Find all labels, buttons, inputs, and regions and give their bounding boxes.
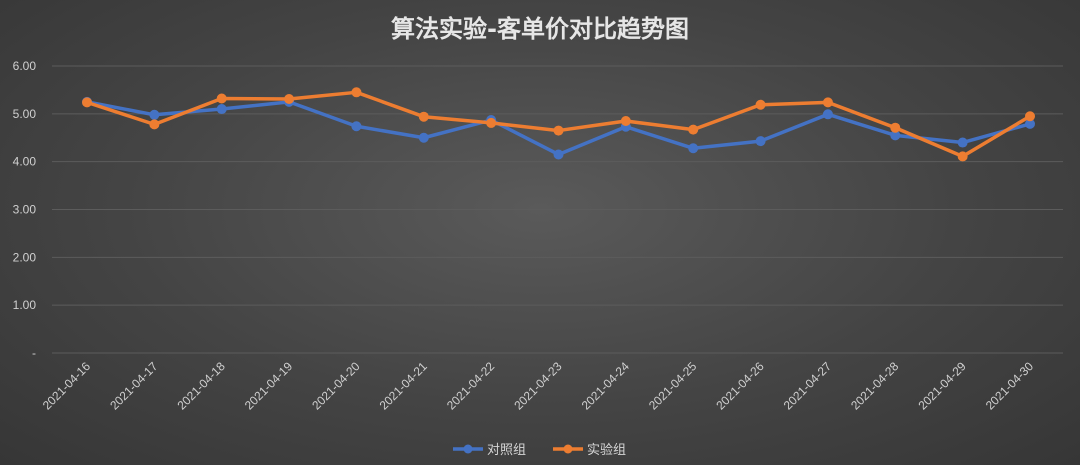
series-2 (82, 87, 1035, 162)
x-axis-ticks: 2021-04-16 2021-04-17 2021-04-18 2021-04-19… (40, 359, 1037, 413)
x-tick-label: 2021-04-21 (377, 359, 431, 413)
y-tick-label: 1.00 (13, 298, 37, 312)
x-tick-label: 2021-04-30 (983, 359, 1037, 413)
x-tick-label: 2021-04-19 (242, 359, 296, 413)
legend-marker (463, 444, 473, 454)
data-point (822, 109, 833, 120)
legend-label: 对照组 (487, 443, 526, 458)
data-point (1025, 111, 1035, 122)
x-tick-label: 2021-04-26 (713, 359, 767, 413)
x-tick-label: 2021-04-27 (781, 359, 835, 413)
data-point (418, 132, 429, 143)
x-tick-label: 2021-04-28 (848, 359, 902, 413)
y-tick-label: 4.00 (13, 155, 37, 169)
y-tick-label: 2.00 (13, 250, 37, 264)
data-point (149, 119, 160, 130)
series-layer (82, 87, 1035, 162)
data-point (553, 125, 564, 136)
x-tick-label: 2021-04-25 (646, 359, 700, 413)
legend: 对照组 实验组 (453, 442, 626, 458)
y-tick-label: 5.00 (13, 107, 37, 121)
legend-label: 实验组 (587, 442, 626, 458)
x-tick-label: 2021-04-17 (107, 359, 161, 413)
chart-title: 算法实验-客单价对比趋势图 (391, 15, 689, 43)
data-point (351, 87, 362, 98)
data-point (957, 151, 968, 162)
data-point (620, 116, 631, 127)
data-point (822, 97, 833, 108)
x-tick-label: 2021-04-20 (309, 359, 363, 413)
data-point (688, 143, 699, 154)
legend-item: 对照组 (453, 443, 526, 458)
data-point (553, 149, 564, 160)
data-point (486, 117, 497, 128)
y-tick-label: - (32, 346, 36, 360)
x-tick-label: 2021-04-18 (175, 359, 229, 413)
data-point (82, 97, 92, 108)
data-point (755, 136, 766, 147)
y-axis-ticks: - 1.00 2.00 3.00 4.00 5.00 6.00 (13, 59, 37, 360)
x-tick-label: 2021-04-24 (579, 359, 633, 413)
x-tick-label: 2021-04-23 (511, 359, 565, 413)
data-point (351, 121, 362, 132)
legend-marker (563, 444, 573, 454)
legend-item: 实验组 (553, 442, 626, 458)
data-point (890, 130, 901, 141)
data-point (1025, 118, 1035, 129)
x-tick-label: 2021-04-22 (444, 359, 498, 413)
data-point (149, 109, 160, 120)
y-tick-label: 6.00 (13, 59, 37, 73)
data-point (418, 111, 429, 122)
x-tick-label: 2021-04-16 (40, 359, 94, 413)
y-tick-label: 3.00 (13, 203, 37, 217)
data-point (890, 122, 901, 133)
data-point (284, 94, 295, 105)
data-point (957, 137, 968, 148)
series-line (85, 90, 1032, 159)
x-tick-label: 2021-04-29 (915, 359, 969, 413)
data-point (755, 99, 766, 110)
data-point (216, 93, 227, 104)
data-point (216, 104, 227, 115)
data-point (688, 124, 699, 135)
